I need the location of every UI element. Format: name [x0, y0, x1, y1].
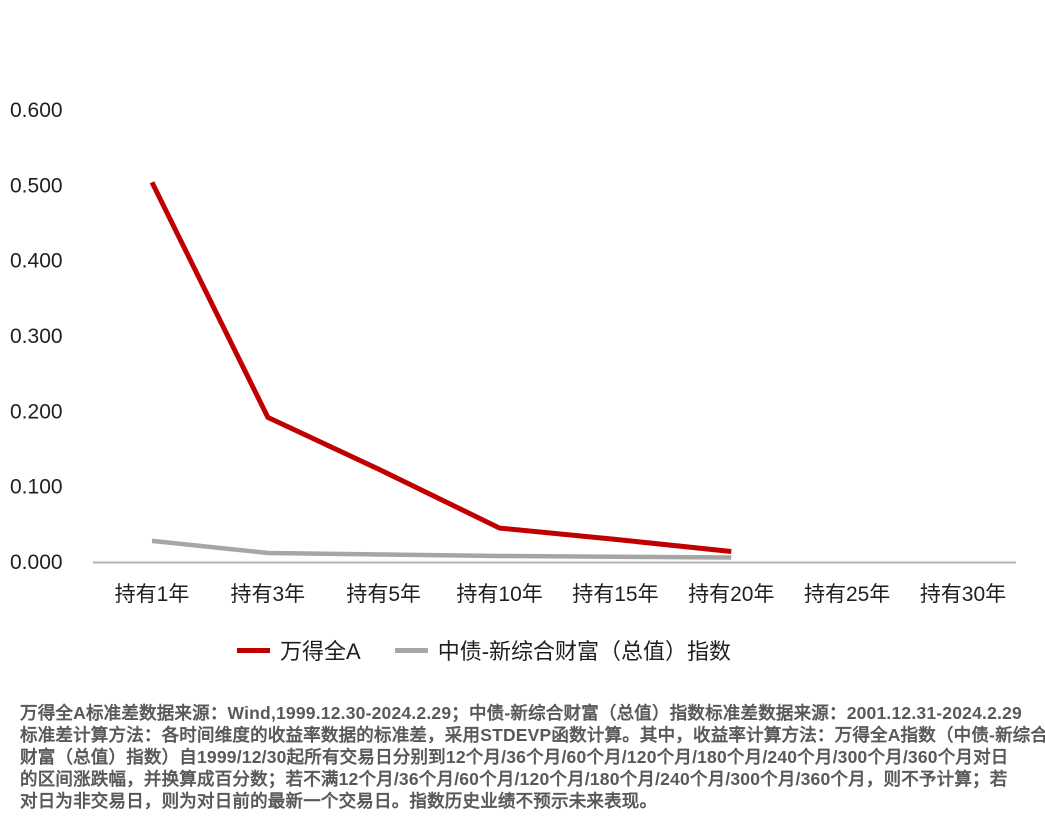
x-tick-label: 持有5年 — [346, 583, 421, 606]
legend-item-zhongzhai-index: 中债-新综合财富（总值）指数 — [394, 634, 732, 666]
x-tick-label: 持有15年 — [572, 583, 658, 606]
legend-item-wande-quan-a: 万得全A — [237, 634, 361, 666]
y-tick-label: 0.100 — [10, 476, 63, 499]
chart-legend: 万得全A 中债-新综合财富（总值）指数 — [237, 634, 731, 666]
legend-line-swatch-gray — [394, 647, 428, 653]
caption-line: 对日为非交易日，则为对日前的最新一个交易日。指数历史业绩不预示未来表现。 — [20, 791, 658, 811]
y-tick-label: 0.600 — [10, 99, 63, 122]
x-tick-label: 持有25年 — [804, 583, 890, 606]
legend-label: 万得全A — [280, 639, 361, 664]
chart-svg: 0.000 0.100 0.200 0.300 0.400 0.500 0.600 持有1年 持… — [10, 99, 1016, 606]
source-methodology-note: 万得全A标准差数据来源：Wind,1999.12.30-2024.2.29；中债… — [20, 702, 1045, 812]
legend-label: 中债-新综合财富（总值）指数 — [437, 639, 732, 664]
x-tick-label: 持有1年 — [115, 583, 190, 606]
x-tick-label: 持有3年 — [231, 583, 306, 606]
x-tick-label: 持有20年 — [688, 583, 774, 606]
x-tick-label: 持有10年 — [456, 583, 542, 606]
caption-line: 万得全A标准差数据来源：Wind,1999.12.30-2024.2.29；中债… — [20, 703, 1022, 723]
x-tick-label: 持有30年 — [920, 583, 1006, 606]
caption-line: 的区间涨跌幅，并换算成百分数；若不满12个月/36个月/60个月/120个月/1… — [20, 769, 1008, 789]
y-tick-label: 0.300 — [10, 325, 63, 348]
caption-line: 财富（总值）指数）自1999/12/30起所有交易日分别到12个月/36个月/6… — [20, 747, 1009, 767]
legend-line-swatch-red — [237, 647, 270, 653]
line-series-1 — [151, 538, 732, 560]
y-tick-label: 0.000 — [10, 551, 63, 574]
y-tick-label: 0.500 — [10, 174, 63, 197]
line-series-0 — [149, 181, 732, 554]
y-tick-label: 0.400 — [10, 250, 63, 273]
y-tick-label: 0.200 — [10, 400, 63, 423]
caption-line: 标准差计算方法：各时间维度的收益率数据的标准差，采用STDEVP函数计算。其中，… — [20, 725, 1045, 745]
